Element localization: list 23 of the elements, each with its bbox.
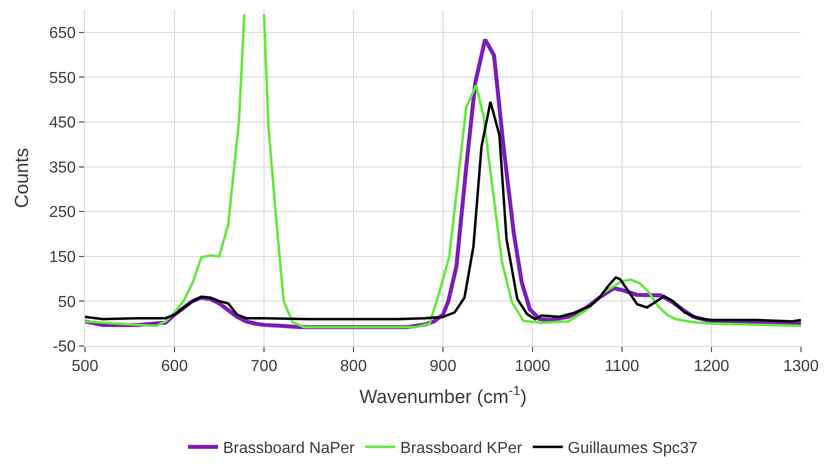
x-tick-label: 900 bbox=[430, 358, 456, 376]
x-tick-label: 500 bbox=[72, 358, 98, 376]
y-tick-label: 550 bbox=[49, 70, 76, 87]
y-tick-label: 50 bbox=[58, 294, 76, 311]
y-tick-label: 650 bbox=[49, 25, 76, 42]
y-tick-label: 450 bbox=[49, 114, 76, 132]
x-tick-label: 1300 bbox=[783, 358, 819, 376]
line-series bbox=[85, 100, 801, 323]
legend-label: Brassboard KPer bbox=[400, 440, 523, 458]
x-tick-label: 600 bbox=[161, 358, 188, 376]
y-tick-label: 350 bbox=[49, 159, 76, 176]
y-axis-title: Counts bbox=[12, 148, 33, 208]
x-tick-label: 1100 bbox=[604, 358, 640, 376]
y-tick-label: 250 bbox=[49, 204, 76, 222]
legend-label: Guillaumes Spc37 bbox=[568, 440, 698, 458]
legend-label: Brassboard NaPer bbox=[223, 440, 356, 458]
x-tick-label: 1000 bbox=[514, 358, 550, 376]
x-tick-label: 800 bbox=[340, 358, 367, 376]
x-axis-title: Wavenumber (cm$^{-1}$) bbox=[359, 383, 527, 408]
x-tick-label: 1200 bbox=[694, 358, 730, 376]
y-tick-label: -50 bbox=[52, 338, 76, 356]
x-tick-label: 700 bbox=[250, 358, 278, 376]
y-tick-label: 150 bbox=[49, 249, 76, 266]
